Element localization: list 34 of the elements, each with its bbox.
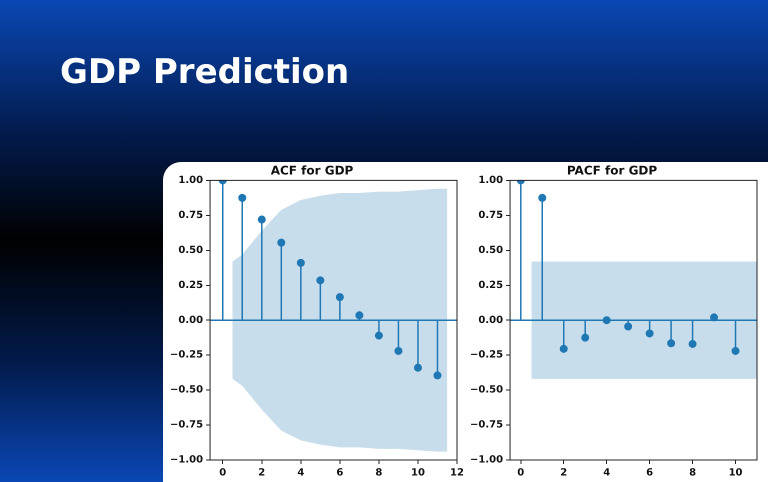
y-tick-label: −1.00 bbox=[170, 454, 204, 466]
x-tick-label: 0 bbox=[219, 468, 226, 479]
y-tick-label: 0.00 bbox=[478, 314, 504, 326]
y-tick-label: −0.25 bbox=[470, 350, 504, 361]
y-tick-label: 1.00 bbox=[178, 174, 204, 186]
x-tick-label: 6 bbox=[646, 468, 654, 479]
y-tick-label: 0.25 bbox=[478, 280, 504, 291]
x-tick-label: 2 bbox=[258, 468, 266, 479]
x-tick-label: 0 bbox=[517, 468, 524, 479]
x-tick-label: 8 bbox=[689, 468, 696, 479]
y-tick-label: −1.00 bbox=[470, 454, 504, 466]
x-tick-label: 8 bbox=[375, 468, 382, 479]
y-tick-label: 1.00 bbox=[478, 174, 504, 186]
x-tick-label: 10 bbox=[410, 468, 425, 479]
x-tick-label: 4 bbox=[603, 468, 610, 479]
chart-title: ACF for GDP bbox=[270, 163, 354, 178]
y-tick-label: 0.00 bbox=[178, 314, 204, 326]
y-tick-label: −0.25 bbox=[170, 350, 204, 361]
y-tick-label: 0.75 bbox=[478, 210, 504, 221]
chart-title: PACF for GDP bbox=[566, 163, 658, 178]
y-tick-label: 0.25 bbox=[178, 280, 204, 291]
y-tick-label: −0.50 bbox=[170, 384, 204, 396]
y-tick-label: 0.50 bbox=[478, 244, 504, 256]
y-tick-label: −0.75 bbox=[170, 420, 204, 431]
y-tick-label: −0.50 bbox=[470, 384, 504, 396]
x-tick-label: 10 bbox=[728, 468, 743, 479]
y-tick-label: 0.50 bbox=[178, 244, 204, 256]
y-tick-label: −0.75 bbox=[470, 420, 504, 431]
x-tick-label: 12 bbox=[450, 468, 464, 479]
text: GDP Prediction bbox=[60, 52, 350, 92]
x-tick-label: 2 bbox=[560, 468, 568, 479]
x-tick-label: 6 bbox=[336, 468, 344, 479]
y-tick-label: 0.75 bbox=[178, 210, 204, 221]
x-tick-label: 4 bbox=[297, 468, 304, 479]
